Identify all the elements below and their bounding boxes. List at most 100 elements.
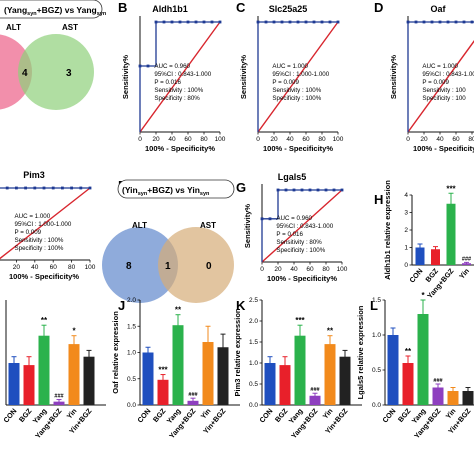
roc-stat: P = 0.009 — [422, 79, 449, 86]
bar — [8, 363, 20, 405]
roc-point — [422, 20, 426, 24]
bar — [23, 365, 35, 405]
x-tick-label: 60 — [452, 136, 460, 143]
category-label: Yin — [457, 267, 471, 281]
venn-right-set-label: AST — [200, 221, 216, 230]
roc-point — [218, 20, 222, 24]
x-axis-label: 100% - Specificity% — [413, 144, 474, 153]
roc-point — [316, 188, 320, 192]
roc-point — [256, 20, 260, 24]
roc-point — [42, 186, 46, 190]
y-tick-label: 2.0 — [127, 297, 136, 304]
y-tick-label: 3 — [404, 210, 408, 217]
y-tick-label: 0.0 — [249, 402, 258, 409]
y-tick-label: 0.5 — [127, 376, 136, 383]
roc-point — [154, 20, 158, 24]
x-tick-label: 80 — [468, 136, 474, 143]
venn-title-title-sub1: syn — [27, 11, 37, 17]
roc-stat: P = 0.016 — [276, 231, 303, 238]
venn-title: (Yinsyn+BGZ) vs Yinsyn — [122, 185, 210, 197]
roc-point — [88, 186, 92, 190]
significance-mark: *** — [295, 316, 305, 325]
x-tick-label: 40 — [31, 264, 39, 271]
roc-stat: P = 0.009 — [15, 229, 42, 236]
roc-curve — [139, 21, 220, 132]
bar — [415, 247, 425, 265]
roc-point — [308, 188, 312, 192]
category-label: CON — [135, 407, 152, 425]
x-tick-label: 0 — [260, 266, 264, 273]
y-tick-label: 1.5 — [249, 339, 258, 346]
roc-stat: Sensitivity : 100 — [422, 87, 466, 94]
y-tick-label: 2 — [404, 227, 408, 234]
roc-point — [336, 20, 340, 24]
significance-mark: *** — [446, 184, 456, 193]
y-tick-label: 1 — [404, 245, 408, 252]
bar — [217, 347, 229, 405]
venn-right-only: 3 — [66, 68, 72, 79]
x-tick-label: 40 — [168, 136, 176, 143]
x-tick-label: 100 — [333, 136, 344, 143]
roc-point — [202, 20, 206, 24]
roc-stat: Specificity : 100% — [15, 245, 64, 252]
bar — [387, 335, 399, 405]
roc-point — [276, 188, 280, 192]
significance-mark: ### — [188, 392, 197, 398]
x-tick-label: 60 — [306, 266, 314, 273]
venn-right-circle — [18, 34, 94, 110]
title-box — [0, 0, 103, 19]
significance-mark: * — [72, 327, 76, 336]
y-axis-label: Lgals5 relative expression — [356, 305, 365, 399]
y-tick-label: 1.5 — [372, 297, 381, 304]
roc-point — [300, 188, 304, 192]
roc-point — [340, 188, 344, 192]
reference-diagonal — [257, 21, 339, 133]
bar — [142, 352, 154, 405]
roc-point — [296, 20, 300, 24]
roc-point — [33, 186, 37, 190]
reference-diagonal — [0, 187, 91, 260]
roc-point — [15, 186, 18, 190]
x-axis-label: 100% - Specificity% — [267, 274, 337, 283]
roc-stat: 95%CI : 1.000-1.000 — [272, 71, 329, 78]
x-tick-label: 60 — [184, 136, 192, 143]
x-tick-label: 0 — [256, 136, 260, 143]
roc-stat: 95%CI : 1.000-1.000 — [15, 221, 72, 228]
roc-point — [170, 20, 174, 24]
y-tick-label: 1.0 — [127, 350, 136, 357]
panel-label: G — [236, 180, 246, 195]
y-tick-label: 1.5 — [127, 323, 136, 330]
x-tick-label: 20 — [420, 136, 428, 143]
bar — [264, 363, 276, 405]
roc-stat: Specificity : 100% — [276, 247, 325, 254]
roc-point — [430, 20, 434, 24]
roc-point — [51, 186, 55, 190]
venn-left-set-label: ALT — [6, 23, 21, 32]
roc-stat: Sensitivity : 100% — [272, 87, 321, 94]
roc-point — [470, 20, 474, 24]
bar — [172, 325, 184, 405]
roc-stat: Sensitivity : 80% — [276, 239, 322, 246]
roc-point — [268, 217, 272, 221]
bar — [294, 335, 306, 405]
roc-title: Lgals5 — [278, 172, 307, 182]
bar — [83, 356, 95, 405]
roc-point — [328, 20, 332, 24]
roc-stat: AUC = 0.960 — [154, 63, 190, 70]
roc-point — [178, 20, 182, 24]
y-tick-label: 2.5 — [249, 297, 258, 304]
x-tick-label: 80 — [68, 264, 76, 271]
x-tick-label: 40 — [286, 136, 294, 143]
roc-point — [454, 20, 458, 24]
title-box — [117, 179, 235, 199]
roc-point — [446, 20, 450, 24]
venn-intersection: 1 — [165, 261, 171, 272]
roc-point — [162, 20, 166, 24]
roc-point — [138, 64, 142, 68]
venn-title-title-main: (Yang — [4, 5, 27, 15]
venn-title-title-mid: +BGZ) vs Yang — [37, 5, 97, 15]
significance-mark: ### — [462, 256, 471, 262]
